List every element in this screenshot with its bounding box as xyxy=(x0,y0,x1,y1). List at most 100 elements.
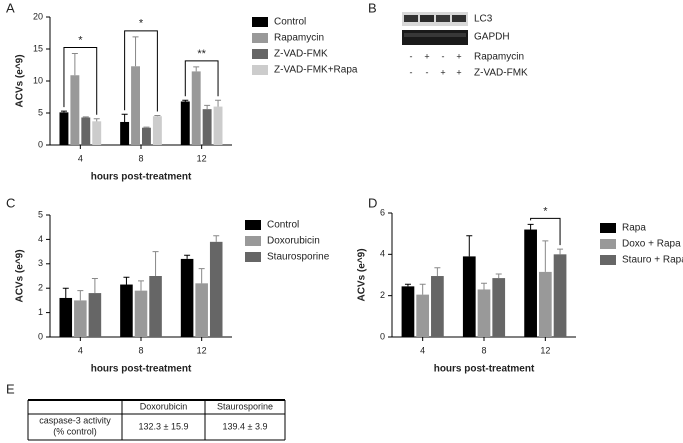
error-bar xyxy=(138,280,144,291)
legend-label: Control xyxy=(267,220,299,231)
bar xyxy=(120,121,130,145)
table-row-label: (% control) xyxy=(53,426,97,436)
bar xyxy=(81,117,91,145)
x-axis-title: hours post-treatment xyxy=(434,364,535,375)
error-bar xyxy=(77,290,84,301)
error-bar xyxy=(419,283,426,295)
panel-letter: B xyxy=(368,0,377,15)
blot-condition: Z-VAD-FMK xyxy=(474,68,528,79)
bar xyxy=(88,293,102,337)
legend-swatch xyxy=(245,220,261,230)
x-tick-label: 12 xyxy=(197,345,207,355)
error-bar xyxy=(404,283,411,287)
significance-bracket xyxy=(63,46,98,115)
panel-letter: D xyxy=(368,195,377,210)
y-tick-label: 6 xyxy=(380,207,385,217)
bar xyxy=(180,101,190,145)
table-header: Staurosporine xyxy=(217,401,273,411)
bar xyxy=(149,276,162,337)
table-cell: 132.3 ± 15.9 xyxy=(139,421,189,431)
y-tick-label: 5 xyxy=(38,209,43,219)
bar xyxy=(191,71,201,145)
bar xyxy=(152,116,162,145)
blot-image xyxy=(402,12,468,45)
significance-label: ** xyxy=(197,48,206,60)
error-bar xyxy=(466,235,473,257)
bar xyxy=(180,258,194,337)
x-tick-label: 12 xyxy=(197,153,207,163)
bar xyxy=(195,283,208,337)
bar xyxy=(92,121,102,145)
error-bar xyxy=(184,254,191,259)
y-axis-title: ACVs (e^9) xyxy=(357,248,368,301)
error-bar xyxy=(121,113,128,122)
error-bar xyxy=(93,118,100,122)
bar xyxy=(74,300,87,337)
bar xyxy=(202,109,212,145)
y-tick-label: 4 xyxy=(38,234,43,244)
bar xyxy=(131,66,140,145)
x-tick-label: 4 xyxy=(420,345,425,355)
error-bar xyxy=(434,267,441,277)
legend-label: Rapamycin xyxy=(274,33,324,44)
legend-swatch xyxy=(245,252,261,262)
error-bar xyxy=(481,282,487,290)
y-tick-label: 2 xyxy=(380,290,385,300)
legend-swatch xyxy=(600,255,616,265)
bar xyxy=(416,294,430,337)
error-bar xyxy=(123,276,130,285)
significance-bracket xyxy=(530,217,561,246)
error-bar xyxy=(204,104,211,110)
error-bar xyxy=(495,273,502,279)
x-axis-title: hours post-treatment xyxy=(91,364,192,375)
y-tick-label: 0 xyxy=(38,139,43,149)
x-tick-label: 4 xyxy=(78,345,83,355)
legend-label: Control xyxy=(274,17,306,28)
legend-label: Doxo + Rapa xyxy=(622,239,681,250)
y-tick-label: 15 xyxy=(33,43,43,53)
error-bar xyxy=(60,110,67,113)
y-tick-label: 5 xyxy=(38,107,43,117)
bar xyxy=(120,284,133,337)
significance-bracket xyxy=(124,30,158,112)
error-bar xyxy=(215,99,222,107)
error-bar xyxy=(198,268,205,284)
legend-swatch xyxy=(245,236,261,246)
panel-letter: E xyxy=(6,381,15,396)
significance-label: * xyxy=(139,18,144,30)
bar xyxy=(538,271,552,337)
table-row-label: caspase-3 activity xyxy=(39,415,111,425)
legend-label: Z-VAD-FMK xyxy=(274,49,328,60)
x-tick-label: 4 xyxy=(78,153,83,163)
error-bar xyxy=(527,223,534,230)
error-bar xyxy=(82,116,89,118)
panel-letter: A xyxy=(6,0,15,15)
y-tick-label: 10 xyxy=(33,75,43,85)
error-bar xyxy=(143,126,150,128)
error-bar xyxy=(62,287,69,298)
legend-label: Rapa xyxy=(622,223,646,234)
legend-swatch xyxy=(252,49,268,59)
error-bar xyxy=(152,251,159,276)
bar xyxy=(134,290,148,337)
bar xyxy=(524,229,537,337)
bar xyxy=(401,286,415,337)
bar xyxy=(213,106,223,145)
legend-swatch xyxy=(600,223,616,233)
blot-sign: - xyxy=(442,51,445,61)
bar xyxy=(553,254,567,337)
bar xyxy=(477,289,491,337)
blot-sign: + xyxy=(456,67,461,77)
error-bar xyxy=(132,36,139,67)
error-bar xyxy=(193,66,200,72)
bar xyxy=(209,241,223,337)
bar xyxy=(462,256,476,337)
y-axis-title: ACVs (e^9) xyxy=(15,249,26,302)
blot-band-label: LC3 xyxy=(474,14,493,25)
y-tick-label: 0 xyxy=(380,331,385,341)
y-tick-label: 3 xyxy=(38,258,43,268)
error-bar xyxy=(557,248,564,255)
y-tick-label: 20 xyxy=(33,11,43,21)
error-bar xyxy=(542,240,549,272)
y-axis-title: ACVs (e^9) xyxy=(15,54,26,107)
